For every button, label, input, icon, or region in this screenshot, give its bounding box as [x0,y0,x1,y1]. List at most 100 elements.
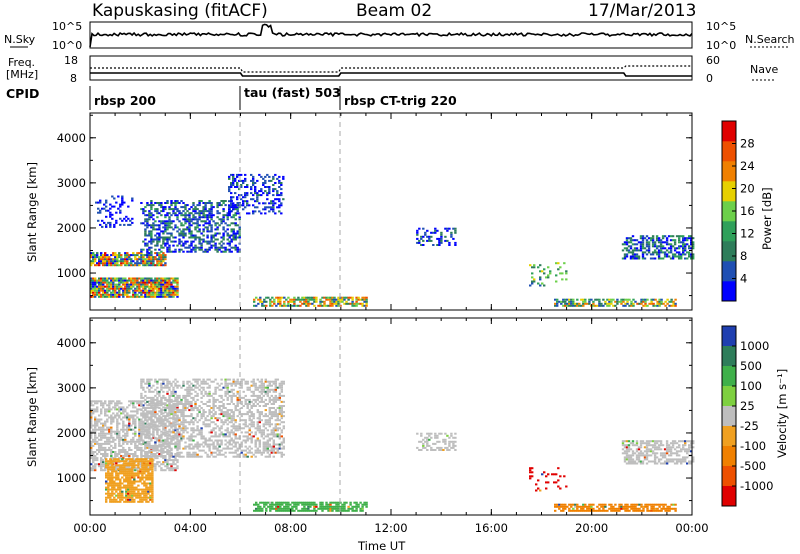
range-cell [139,492,142,495]
range-cell [118,422,121,425]
range-cell [234,419,237,422]
range-cell [673,241,677,244]
range-cell [357,298,360,301]
range-cell [663,241,667,244]
range-cell [214,413,217,416]
range-cell [355,298,358,301]
range-cell [148,457,151,460]
range-cell [129,490,132,493]
range-cell [210,228,213,231]
range-cell [141,476,144,479]
range-cell [178,242,181,245]
range-cell [190,212,193,215]
range-cell [110,416,113,419]
range-cell [343,296,346,299]
range-cell [113,498,116,501]
range-cell [188,445,191,448]
range-cell [105,486,108,489]
range-cell [182,431,185,434]
range-cell [136,279,139,282]
range-cell [667,235,671,238]
range-cell [272,210,275,213]
range-cell [228,214,231,217]
range-cell [633,239,637,242]
range-cell [684,249,687,252]
range-cell [160,449,163,451]
range-cell [228,244,231,247]
range-cell [158,437,161,440]
range-cell [260,388,263,391]
range-cell [122,289,125,292]
range-cell [111,470,114,473]
range-cell [190,437,193,440]
range-cell [113,496,116,499]
range-cell [541,270,544,273]
range-cell [120,418,123,421]
range-cell [278,409,281,412]
range-cell [539,284,542,287]
range-cell [107,494,110,497]
range-cell [148,404,151,407]
range-cell [154,378,157,381]
range-cell [128,455,131,457]
range-cell [228,248,231,251]
range-cell [168,248,171,251]
range-cell [218,202,221,204]
range-cell [176,443,179,446]
range-cell [226,413,229,416]
range-cell [276,447,279,450]
range-cell [111,462,114,465]
range-cell [108,258,111,261]
range-cell [156,398,159,401]
range-cell [174,396,177,399]
range-cell [170,425,173,428]
range-cell [149,488,152,491]
range-cell [168,285,171,288]
range-cell [280,184,283,186]
range-cell [216,210,219,213]
range-cell [162,428,165,431]
range-cell [117,484,120,487]
range-cell [266,441,269,444]
range-cell [148,287,151,290]
range-cell [142,258,145,261]
range-cell [142,289,145,292]
range-cell [276,177,279,180]
range-cell [262,386,265,389]
range-cell [140,208,143,211]
range-cell [158,400,161,403]
range-cell [104,451,107,453]
range-cell [148,210,151,213]
range-cell [258,386,261,389]
range-cell [142,439,145,442]
range-cell [210,236,213,239]
range-cell [216,248,219,251]
range-cell [162,258,165,261]
range-cell [105,462,108,465]
range-cell [92,295,95,298]
range-cell [90,412,93,415]
range-cell [212,421,215,424]
range-cell [531,282,534,285]
range-cell [424,233,427,236]
range-cell [102,436,105,439]
range-cell [333,300,336,303]
range-cell [137,466,140,469]
range-cell [147,492,150,495]
range-cell [105,458,108,461]
range-cell [208,439,211,442]
range-cell [253,304,256,307]
range-cell [154,428,157,431]
range-cell [122,287,125,290]
range-cell [262,184,265,186]
range-cell [652,304,655,307]
range-cell [297,304,300,307]
range-cell [92,287,95,290]
range-cell [234,206,237,209]
range-cell [208,419,211,422]
range-cell [186,204,189,207]
range-cell [194,384,197,387]
range-cell [124,436,127,439]
range-cell [186,421,189,424]
range-cell [206,394,209,397]
